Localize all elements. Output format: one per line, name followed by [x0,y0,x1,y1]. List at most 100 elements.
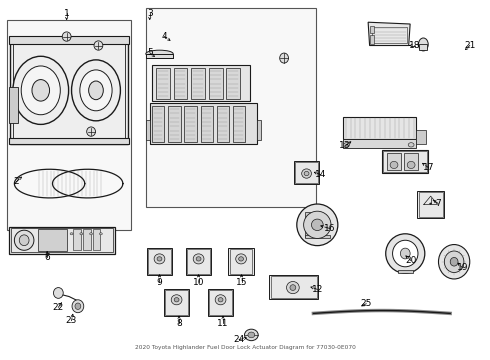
Bar [257,120,261,140]
Ellipse shape [390,161,398,168]
Bar [398,270,413,273]
Bar [372,27,407,43]
Text: 6: 6 [44,253,50,262]
Ellipse shape [174,298,179,302]
Bar [6,21,131,230]
Bar [146,54,173,58]
Ellipse shape [430,203,432,204]
Ellipse shape [280,53,289,63]
Ellipse shape [304,211,331,238]
Ellipse shape [90,233,93,235]
Bar [191,68,205,99]
Bar [152,107,164,141]
Ellipse shape [439,244,470,279]
Bar [156,68,170,99]
Ellipse shape [70,233,73,235]
Bar [38,229,67,251]
Ellipse shape [248,332,255,338]
Bar [209,290,232,315]
Ellipse shape [450,257,458,266]
Bar [383,150,427,172]
Bar [147,248,172,275]
Bar [217,107,229,141]
Bar [343,139,416,148]
Bar [416,130,426,144]
Text: 8: 8 [176,319,182,328]
Text: 4: 4 [162,32,167,41]
Text: 23: 23 [66,316,77,325]
Ellipse shape [418,38,428,51]
Bar [226,68,240,99]
Ellipse shape [236,254,246,264]
Ellipse shape [62,32,71,41]
Ellipse shape [72,300,84,313]
Bar [146,120,150,140]
Bar [148,249,171,274]
Bar [209,68,222,99]
Bar [305,235,330,238]
Ellipse shape [218,298,223,302]
Ellipse shape [407,161,415,168]
Ellipse shape [75,303,81,310]
Bar [295,162,318,183]
Ellipse shape [146,50,173,57]
Bar [419,44,427,50]
Text: 22: 22 [53,303,64,312]
Bar [369,26,374,33]
Text: 13: 13 [340,141,351,150]
Text: 1: 1 [64,9,70,18]
Ellipse shape [94,41,103,50]
Ellipse shape [444,251,464,273]
Ellipse shape [245,329,258,341]
Bar [9,87,18,123]
Ellipse shape [408,143,414,147]
Bar [150,103,257,144]
Bar [387,153,401,170]
Bar [146,8,316,207]
Bar [208,289,233,316]
Bar [271,276,317,298]
Bar [9,226,115,253]
Bar [168,107,180,141]
Text: 17: 17 [422,163,434,172]
Bar [10,37,128,144]
Bar [294,161,319,184]
Bar [165,290,188,315]
Bar [404,153,418,170]
Text: 14: 14 [315,170,326,179]
Text: 21: 21 [464,41,475,50]
Ellipse shape [304,171,309,176]
Ellipse shape [290,285,296,291]
Ellipse shape [14,230,34,250]
Ellipse shape [193,254,204,264]
Bar [173,68,187,99]
Bar [184,107,196,141]
Text: 20: 20 [405,256,417,265]
Ellipse shape [19,235,29,246]
Ellipse shape [32,80,49,101]
Text: 15: 15 [236,278,247,287]
Ellipse shape [400,248,410,259]
Ellipse shape [99,233,102,235]
Bar [228,248,254,275]
Bar [93,229,100,250]
Text: 25: 25 [361,299,372,308]
Bar [343,117,416,139]
Bar [164,289,189,316]
Ellipse shape [87,127,96,136]
Text: 5: 5 [147,48,152,57]
Bar [73,229,81,250]
Bar [11,228,113,252]
Text: 16: 16 [324,224,335,233]
Ellipse shape [89,81,103,100]
Bar [233,107,245,141]
Text: 18: 18 [409,41,421,50]
Ellipse shape [80,70,112,111]
Text: 19: 19 [457,264,468,273]
Ellipse shape [72,60,121,121]
Text: 7: 7 [435,199,441,208]
Bar [152,65,250,101]
Text: 9: 9 [157,278,162,287]
Bar [83,229,91,250]
Ellipse shape [53,288,63,298]
